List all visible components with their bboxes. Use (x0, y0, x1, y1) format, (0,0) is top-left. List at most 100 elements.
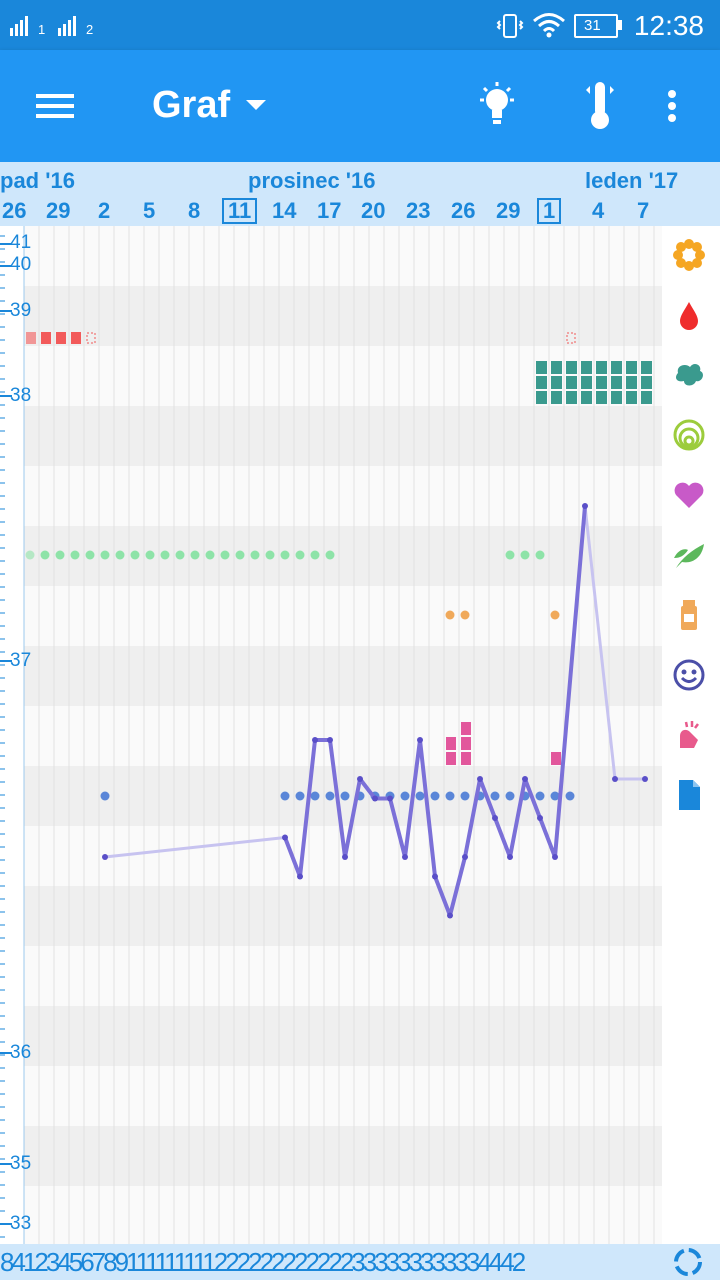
sim2-label: 2 (86, 22, 94, 37)
menu-button[interactable] (36, 90, 76, 122)
lightbulb-icon (480, 82, 514, 124)
day-label: 29 (496, 198, 521, 223)
page-title: Graf (152, 84, 231, 126)
battery-icon: 31 (574, 14, 618, 38)
day-label: 26 (451, 198, 476, 223)
day-label-today[interactable]: 11 (222, 198, 258, 224)
teal-marker (581, 361, 592, 374)
y-tick-label: 33 (10, 1213, 32, 1234)
y-tick-label: 41 (10, 232, 32, 253)
temperature-point (282, 834, 288, 841)
cycle-day-strip[interactable]: 8412345678911111111122222222222233333333… (0, 1244, 720, 1280)
temperature-point (402, 854, 408, 860)
day-label-cycle-start[interactable]: 1 (537, 198, 562, 224)
vibrate-icon (496, 14, 524, 38)
day-label: 20 (361, 198, 386, 223)
teal-marker (581, 391, 592, 404)
day-label: 8 (188, 198, 201, 223)
chart-canvas[interactable] (0, 226, 720, 1244)
more-options-button[interactable] (664, 88, 680, 128)
smiley-icon[interactable] (672, 658, 706, 692)
green-dot (190, 550, 200, 560)
pink-marker (551, 752, 561, 765)
blue-dot (550, 791, 560, 801)
grid-band (24, 526, 662, 586)
green-dot (295, 550, 305, 560)
teal-marker (611, 361, 622, 374)
grid-band (24, 886, 662, 946)
temperature-point (477, 776, 483, 782)
dropdown-caret-icon (246, 100, 266, 110)
cycle-chart[interactable]: 41 40 39 38 37 36 35 33 (0, 226, 720, 1244)
blue-dot (565, 791, 575, 801)
blood-drop-icon[interactable] (672, 298, 706, 332)
teal-marker (596, 391, 607, 404)
green-dot (130, 550, 140, 560)
green-dot (505, 550, 515, 560)
blue-dot (430, 791, 440, 801)
temperature-point (312, 737, 318, 743)
tips-button[interactable] (474, 80, 520, 132)
teal-marker (566, 376, 577, 389)
green-dot (85, 550, 95, 560)
green-dot (40, 550, 50, 560)
teal-marker (626, 376, 637, 389)
blue-dot (295, 791, 305, 801)
grid-band (24, 1006, 662, 1066)
wifi-icon (533, 13, 565, 38)
document-icon[interactable] (672, 778, 706, 812)
blue-dot (340, 791, 350, 801)
signal-icon (10, 16, 28, 36)
teal-marker (641, 376, 652, 389)
green-dot (535, 550, 545, 560)
blue-dot (415, 791, 425, 801)
teal-marker (641, 361, 652, 374)
teal-marker (611, 376, 622, 389)
blue-dot (505, 791, 515, 801)
heart-icon[interactable] (672, 478, 706, 512)
temperature-line (283, 505, 587, 918)
green-dot (310, 550, 320, 560)
month-label: leden '17 (585, 168, 679, 193)
pink-marker (461, 752, 471, 765)
red-marker (71, 332, 81, 344)
leaf-icon[interactable] (672, 538, 706, 572)
green-dot (70, 550, 80, 560)
temperature-point (387, 795, 393, 802)
grid-band (24, 406, 662, 466)
teal-marker (536, 361, 547, 374)
teal-marker (581, 376, 592, 389)
day-label: 23 (406, 198, 431, 223)
orange-dot (460, 610, 470, 620)
splash-icon[interactable] (672, 357, 706, 391)
y-tick-label: 35 (10, 1153, 32, 1174)
rings-icon[interactable] (672, 418, 706, 452)
blue-dot (100, 791, 110, 801)
green-dot (205, 550, 215, 560)
green-dot (175, 550, 185, 560)
sync-icon[interactable] (672, 1246, 704, 1278)
green-dot (250, 550, 260, 560)
temperature-line-gap (583, 505, 617, 780)
date-timeline[interactable]: pad '16 prosinec '16 leden '17 26 29 2 5… (0, 162, 720, 226)
green-dot (145, 550, 155, 560)
hand-icon[interactable] (672, 718, 706, 752)
day-label: 5 (143, 198, 156, 223)
teal-marker (626, 361, 637, 374)
teal-marker (596, 376, 607, 389)
blue-dot (310, 791, 320, 801)
pink-marker (461, 737, 471, 750)
day-label: 14 (272, 198, 297, 223)
temperature-point (357, 776, 363, 782)
orange-dot (550, 610, 560, 620)
pill-bottle-icon[interactable] (672, 598, 706, 632)
temperature-point (447, 912, 453, 919)
temperature-point (417, 737, 423, 743)
flower-icon[interactable] (672, 238, 706, 272)
temperature-button[interactable] (582, 80, 618, 132)
y-tick-label: 36 (10, 1042, 32, 1063)
teal-marker (551, 391, 562, 404)
temperature-point (342, 854, 348, 860)
grid-band (24, 646, 662, 706)
temperature-point (492, 815, 498, 821)
